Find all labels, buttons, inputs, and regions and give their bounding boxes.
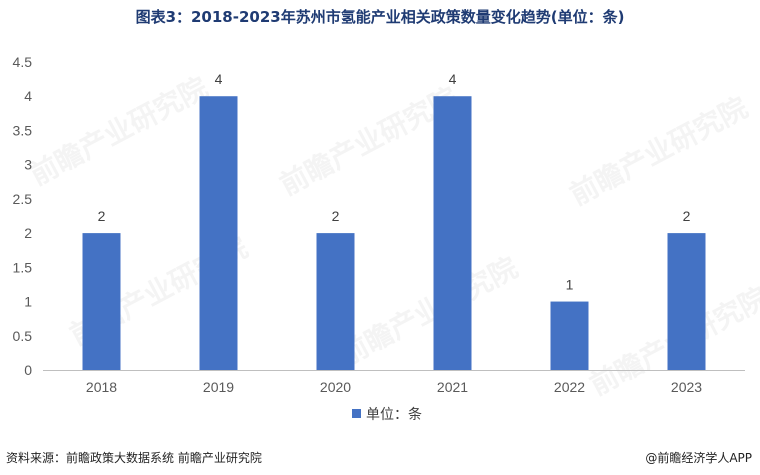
bar bbox=[199, 96, 238, 370]
legend-swatch bbox=[352, 409, 361, 418]
y-tick-label: 0 bbox=[24, 362, 32, 378]
chart-title: 图表3：2018-2023年苏州市氢能产业相关政策数量变化趋势(单位：条) bbox=[135, 8, 625, 26]
source-note: 资料来源：前瞻政策大数据系统 前瞻产业研究院 bbox=[6, 451, 262, 465]
bar bbox=[667, 233, 706, 370]
legend-label: 单位：条 bbox=[366, 406, 422, 423]
y-tick-label: 3 bbox=[24, 157, 32, 173]
bar bbox=[316, 233, 355, 370]
y-tick-label: 3.5 bbox=[13, 122, 33, 138]
y-tick-label: 1 bbox=[24, 294, 32, 310]
data-label: 4 bbox=[215, 71, 223, 87]
x-tick-label: 2019 bbox=[203, 379, 234, 395]
x-tick-label: 2020 bbox=[320, 379, 351, 395]
y-tick-label: 2.5 bbox=[13, 191, 33, 207]
y-tick-label: 2 bbox=[24, 225, 32, 241]
y-tick-label: 4.5 bbox=[13, 54, 33, 70]
brand-credit: @前瞻经济学人APP bbox=[645, 451, 752, 465]
x-tick-label: 2018 bbox=[86, 379, 117, 395]
y-tick-label: 0.5 bbox=[13, 328, 33, 344]
data-label: 2 bbox=[332, 208, 340, 224]
bar bbox=[82, 233, 121, 370]
bar bbox=[550, 301, 589, 370]
data-label: 4 bbox=[449, 71, 457, 87]
data-label: 2 bbox=[98, 208, 106, 224]
bar bbox=[433, 96, 472, 370]
y-tick-label: 1.5 bbox=[13, 259, 33, 275]
x-tick-label: 2021 bbox=[437, 379, 468, 395]
x-tick-label: 2022 bbox=[554, 379, 585, 395]
data-label: 2 bbox=[683, 208, 691, 224]
y-tick-label: 4 bbox=[24, 88, 32, 104]
x-tick-label: 2023 bbox=[671, 379, 702, 395]
data-label: 1 bbox=[566, 277, 574, 293]
